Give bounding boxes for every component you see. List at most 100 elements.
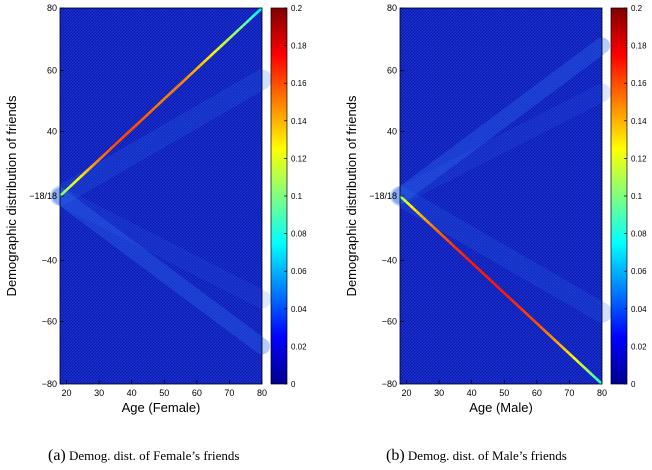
caption-label-b: (b) [386,447,405,464]
ridge-segment [137,119,143,125]
colorbar-tick-label: 0.18 [291,42,307,51]
colorbar-tick-label: 0.14 [291,117,307,126]
ridge-segment [434,228,440,234]
ridge-segment [199,61,205,67]
ridge-segment [228,34,234,40]
ridge-segment [506,295,512,301]
ridge-segment [470,261,476,267]
ridge-segment [241,22,247,28]
y-axis-label: Demographic distribution of friends [4,95,19,296]
ridge-segment [415,210,421,216]
y-axis-label: Demographic distribution of friends [344,95,359,296]
x-axis-label: Age (Female) [122,400,201,415]
y-tick-label: 60 [47,65,57,75]
ridge-segment [558,343,564,349]
ridge-segment [487,276,493,282]
ridge-segment [562,346,568,352]
ridge-segment [555,340,561,346]
colorbar-tick-label: 0.2 [631,4,643,13]
ridge-segment [578,361,584,367]
ridge-segment [238,25,244,31]
colorbar-tick-label: 0.12 [631,154,647,163]
y-tick-label: −18/18 [29,191,57,201]
caption-label-a: (a) [48,447,66,464]
ridge-segment [94,158,100,164]
ridge-segment [516,304,522,310]
ridge-segment [597,380,603,385]
ridge-segment [244,19,250,25]
colorbar-tick-label: 0.06 [631,267,647,276]
ridge-segment [594,376,600,382]
y-tick-label: −60 [382,317,397,327]
ridge-segment [477,267,483,273]
ridge-segment [454,246,460,252]
ridge-segment [513,301,519,307]
ridge-segment [399,195,405,200]
heatmap-panel-female: 20 30 40 50 60 70 80 80 60 40 −18/18 −40 −60 −80 Age (… [4,3,307,415]
ridge-segment [532,319,538,325]
colorbar-tick-label: 0.02 [631,342,647,351]
ridge-segment [428,222,434,228]
x-tick-label: 80 [597,388,607,398]
ridge-segment [68,182,74,188]
ridge-segment [127,128,133,134]
ridge-segment [153,104,159,110]
colorbar-tick-label: 0.04 [631,305,647,314]
ridge-segment [189,70,195,76]
ridge-segment [461,252,467,258]
ridge-segment [205,55,211,61]
x-tick-label: 30 [434,388,444,398]
ridge-segment [490,279,496,285]
ridge-segment [111,143,117,149]
ridge-segment [202,58,208,64]
x-tick-label: 80 [257,388,267,398]
ridge-segment [117,137,123,143]
ridge-segment [173,85,179,91]
ridge-segment [584,367,590,373]
peer-band-glow [390,186,612,323]
colorbar-tick-label: 0.12 [291,154,307,163]
y-tick-label: 80 [387,3,397,13]
colorbar-tick-label: 0.1 [291,192,303,201]
ridge-segment [571,355,577,361]
ridge-segment [65,185,71,191]
ridge-segment [509,298,515,304]
plot-background [60,8,262,384]
ridge-segment [548,334,555,340]
ridge-segment [104,149,110,155]
x-tick-label: 20 [62,388,72,398]
ridge-segment [500,289,506,294]
ridge-segment [156,101,162,106]
ridge-segment [124,131,130,137]
ridge-segment [545,331,551,337]
y-tick-label: 40 [47,126,57,136]
y-tick-label: 40 [387,126,397,136]
y-tick-label: 60 [387,65,397,75]
ridge-segment [535,322,541,328]
ridge-segment [215,46,221,52]
ridge-segment [192,67,198,73]
ridge-segment [408,204,414,210]
ridge-segment [143,113,149,119]
colorbar-tick-label: 0.1 [631,192,643,201]
ridge-segment [59,192,65,197]
ridge-segment [529,316,535,322]
y-tick-label: −80 [382,379,397,389]
x-tick-label: 60 [192,388,202,398]
ridge-segment [444,237,450,243]
ridge-segment [542,328,548,334]
colorbar-tick-label: 0.08 [291,230,307,239]
ridge-segment [91,161,97,167]
x-tick-label: 70 [224,388,234,398]
ridge-segment [464,255,470,261]
ridge-segment [101,152,107,158]
ridge-segment [130,125,136,131]
ridge-segment [483,273,489,279]
ridge-segment [565,349,571,355]
colorbar-tick-label: 0.08 [631,230,647,239]
ridge-segment [85,167,91,173]
ridge-segment [254,10,260,16]
ridge-segment [150,107,156,113]
ridge-segment [480,270,486,276]
